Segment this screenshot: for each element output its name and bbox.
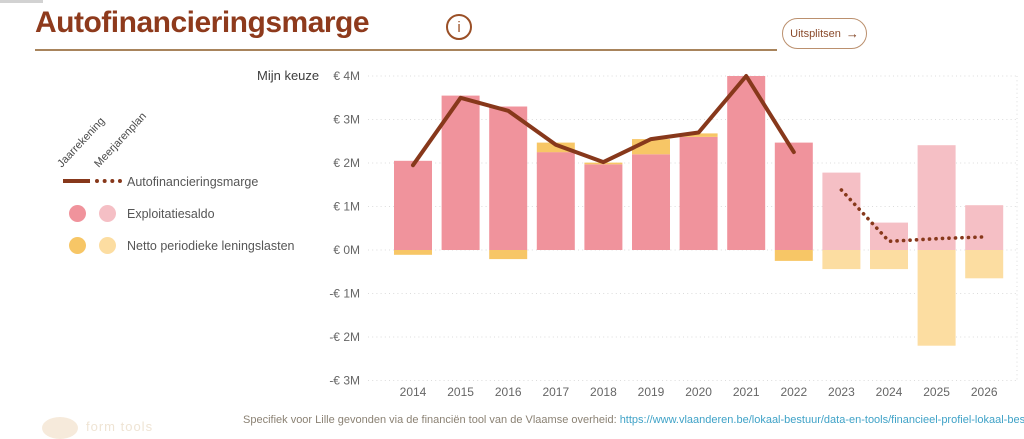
legend-label: Netto periodieke leningslasten bbox=[127, 239, 295, 253]
x-tick-label-2022: 2022 bbox=[780, 385, 807, 399]
title-underline bbox=[35, 49, 777, 51]
bar-2025-leningslasten[interactable] bbox=[917, 250, 956, 346]
bar-2020-exploitatiesaldo[interactable] bbox=[679, 136, 718, 250]
uitsplitsen-label: Uitsplitsen bbox=[790, 27, 841, 40]
x-tick-label-2017: 2017 bbox=[542, 385, 569, 399]
x-tick-label-2026: 2026 bbox=[971, 385, 998, 399]
bar-2023-leningslasten[interactable] bbox=[822, 250, 861, 270]
legend-label: Autofinancieringsmarge bbox=[127, 175, 259, 189]
bar-2023-exploitatiesaldo[interactable] bbox=[822, 172, 861, 250]
bar-2022-exploitatiesaldo[interactable] bbox=[774, 142, 813, 250]
x-tick-label-2014: 2014 bbox=[400, 385, 427, 399]
uitsplitsen-button[interactable]: Uitsplitsen → bbox=[782, 18, 867, 49]
x-tick-label-2023: 2023 bbox=[828, 385, 855, 399]
circle-swatch-icon bbox=[99, 237, 116, 254]
browser-artifact bbox=[0, 0, 43, 3]
bar-2019-exploitatiesaldo[interactable] bbox=[632, 154, 670, 250]
x-tick-label-2016: 2016 bbox=[495, 385, 522, 399]
y-tick-label: € 2M bbox=[333, 156, 360, 170]
bar-2016-leningslasten[interactable] bbox=[489, 250, 528, 260]
autofinancieringsmarge-chart[interactable]: € 4M € 3M € 2M € 1M € 0M -€ 1M -€ 2M -€ 3M 2014 2… bbox=[0, 60, 1024, 408]
legend-label: Exploitatiesaldo bbox=[127, 207, 215, 221]
y-tick-label: -€ 1M bbox=[329, 287, 360, 301]
mijn-keuze-label: Mijn keuze bbox=[257, 68, 320, 83]
y-tick-label: € 4M bbox=[333, 69, 360, 83]
x-tick-label-2021: 2021 bbox=[733, 385, 760, 399]
bar-2016-exploitatiesaldo[interactable] bbox=[489, 106, 528, 251]
bar-2021-exploitatiesaldo[interactable] bbox=[727, 76, 766, 250]
circle-swatch-icon bbox=[69, 237, 86, 254]
bar-2026-leningslasten[interactable] bbox=[965, 250, 1004, 279]
bar-2020-leningslasten[interactable] bbox=[679, 133, 718, 137]
source-note: Specifiek voor Lille gevonden via de fin… bbox=[243, 414, 1024, 426]
source-note-text: Specifiek voor Lille gevonden via de fin… bbox=[243, 414, 620, 426]
bar-2025-exploitatiesaldo[interactable] bbox=[917, 145, 956, 250]
bar-2017-leningslasten[interactable] bbox=[536, 142, 575, 153]
y-tick-label: € 1M bbox=[333, 200, 360, 214]
arrow-right-icon: → bbox=[845, 26, 859, 41]
y-tick-label: -€ 3M bbox=[329, 374, 360, 388]
source-link[interactable]: https://www.vlaanderen.be/lokaal-bestuur… bbox=[619, 414, 1024, 426]
bar-2015-exploitatiesaldo[interactable] bbox=[441, 95, 480, 250]
y-tick-label: € 3M bbox=[333, 113, 360, 127]
x-tick-label-2024: 2024 bbox=[876, 385, 903, 399]
circle-swatch-icon bbox=[69, 205, 86, 222]
y-tick-label: € 0M bbox=[333, 243, 360, 257]
x-tick-label-2018: 2018 bbox=[590, 385, 617, 399]
info-icon[interactable]: i bbox=[446, 14, 472, 40]
circle-swatch-icon bbox=[99, 205, 116, 222]
page-title: Autofinancieringsmarge bbox=[35, 6, 370, 39]
y-tick-label: -€ 2M bbox=[329, 330, 360, 344]
x-tick-label-2019: 2019 bbox=[638, 385, 665, 399]
bar-2017-exploitatiesaldo[interactable] bbox=[536, 152, 575, 250]
afm-line-dotted[interactable] bbox=[839, 188, 987, 244]
line-dotted-swatch-icon bbox=[95, 179, 122, 183]
x-tick-label-2025: 2025 bbox=[923, 385, 950, 399]
bar-2014-exploitatiesaldo[interactable] bbox=[394, 160, 432, 250]
afm-line-solid[interactable] bbox=[411, 74, 796, 168]
bar-2018-exploitatiesaldo[interactable] bbox=[584, 164, 623, 250]
watermark-logo bbox=[42, 417, 78, 439]
bar-2026-exploitatiesaldo[interactable] bbox=[965, 205, 1004, 250]
watermark-text: form tools bbox=[86, 419, 154, 434]
line-solid-swatch-icon bbox=[63, 179, 90, 183]
x-tick-label-2020: 2020 bbox=[685, 385, 712, 399]
bar-2014-leningslasten[interactable] bbox=[394, 250, 432, 255]
bar-2024-leningslasten[interactable] bbox=[870, 250, 908, 270]
x-tick-label-2015: 2015 bbox=[447, 385, 474, 399]
bar-2022-leningslasten[interactable] bbox=[774, 250, 813, 261]
